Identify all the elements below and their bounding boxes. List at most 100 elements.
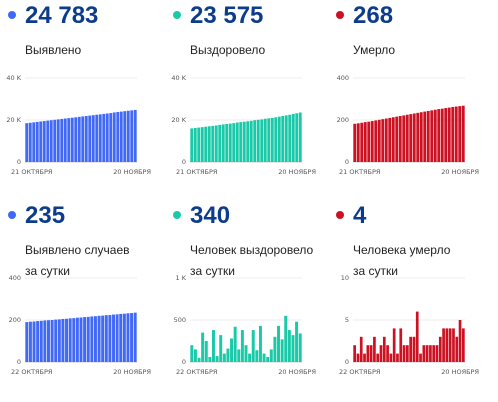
bar [356,123,360,162]
bar [25,322,29,362]
bar [246,121,250,162]
x-tick-label: 20 НОЯБРЯ [278,368,316,376]
bar [266,356,270,362]
bar [226,348,230,362]
bar-chart: 0 500 1 K 22 ОКТЯБРЯ 20 НОЯБРЯ [174,274,316,376]
bar [218,124,222,162]
bar [448,328,452,362]
bar [57,319,61,362]
bar [228,123,232,162]
bar [46,120,50,162]
bar [112,112,116,162]
bar [56,119,60,162]
bar [63,118,67,162]
bar [409,114,413,162]
x-tick-label: 20 НОЯБРЯ [113,168,151,176]
bar [67,118,71,162]
x-tick-label: 20 НОЯБРЯ [441,168,479,176]
y-tick-label: 40 K [171,74,186,82]
bar [130,313,134,362]
bar [115,314,119,362]
bar [402,115,406,162]
bar [381,119,385,162]
bar [105,113,109,162]
bar [291,335,295,362]
bar [295,113,299,162]
bar [367,121,371,162]
bar [212,330,215,362]
bar [412,113,416,162]
bar [255,350,259,362]
bar [451,106,455,162]
x-tick-label: 21 ОКТЯБРЯ [176,168,217,176]
y-tick-label: 400 [337,74,349,82]
bar [416,112,420,162]
bar [77,116,81,162]
bar [384,118,388,162]
bar [419,353,422,362]
bar [28,321,32,362]
bar [88,115,92,162]
bar [369,345,373,362]
bar [122,313,126,362]
bar [104,315,108,362]
bar [248,353,252,362]
bar-chart: 0 20 K 40 K 21 ОКТЯБРЯ 20 НОЯБРЯ [171,74,316,176]
stat-label: Человек выздоровело за сутки [190,243,314,278]
stat-value: 268 [353,2,394,29]
bar [444,108,448,162]
bar [392,328,396,362]
y-tick-label: 20 K [6,116,21,124]
bar [102,113,106,162]
bar-chart: 0 200 400 22 ОКТЯБРЯ 20 НОЯБРЯ [9,274,151,376]
bar [395,116,399,162]
bar [298,333,302,362]
bar [415,311,419,362]
x-tick-label: 20 НОЯБРЯ [278,168,316,176]
bar [83,317,87,362]
x-tick-label: 22 ОКТЯБРЯ [176,368,217,376]
y-tick-label: 200 [337,116,349,124]
bar [458,106,462,162]
bar [75,317,79,362]
bar [25,123,29,162]
bar [95,114,99,162]
bar [437,109,441,162]
bar [370,121,374,162]
bar [200,127,204,162]
bar [219,335,223,362]
y-tick-label: 0 [345,158,349,166]
bar [455,336,459,362]
bar [108,314,112,362]
bar [432,345,436,362]
bar [47,320,50,362]
bar [53,119,57,162]
bar [211,125,215,162]
bar [359,336,363,362]
bar [376,353,380,362]
bar [72,318,76,362]
bar [461,105,465,162]
bar [353,345,356,362]
bar [388,117,392,162]
stat-label: Выявлено [25,43,82,57]
stat-panel-4: 235 Выявлено случаев за сутки 0 200 400 22 ОК… [3,200,159,395]
bar [442,328,445,362]
bar [280,339,284,362]
stat-label: Выздоровело [190,43,266,57]
bar [32,321,36,362]
bar [406,345,409,362]
bar [239,122,243,162]
bar [54,319,58,362]
stat-value: 235 [25,202,66,229]
stat-panel-5: 340 Человек выздоровело за сутки 0 500 1 K 22… [168,200,324,395]
bar [91,115,95,162]
bar [35,121,39,162]
bar [74,117,78,162]
bar [84,116,88,162]
y-tick-label: 20 K [171,116,186,124]
stat-panel-6: 4 Человека умерло за сутки 0 5 10 22 ОКТЯБРЯ 2… [331,200,487,395]
bar [284,315,288,362]
bar [270,117,274,162]
x-tick-label: 20 НОЯБРЯ [113,368,151,376]
